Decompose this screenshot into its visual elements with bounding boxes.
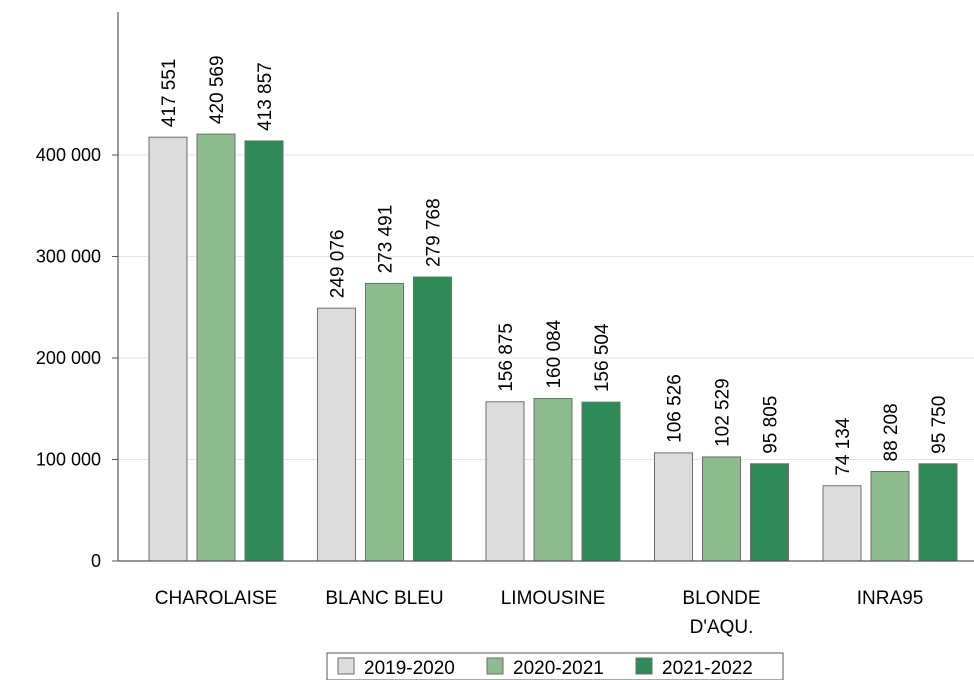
bar-value-label: 417 551 <box>159 58 180 127</box>
bar-value-label: 156 504 <box>592 323 613 392</box>
legend: 2019-2020 2020-2021 2021-2022 <box>326 652 784 680</box>
bar-value-label: 279 768 <box>424 198 445 267</box>
axes <box>117 12 974 562</box>
bar <box>581 401 621 562</box>
y-tick-label: 300 000 <box>36 247 101 267</box>
y-tick-label: 200 000 <box>36 348 101 368</box>
legend-label: 2020-2021 <box>513 658 604 679</box>
bar-value-label: 160 084 <box>544 319 565 388</box>
bar <box>485 401 525 562</box>
legend-swatch <box>635 657 653 675</box>
x-tick-label: BLANC BLEU <box>325 588 443 609</box>
legend-label: 2019-2020 <box>364 658 455 679</box>
bar-value-label: 413 857 <box>255 62 276 131</box>
bar <box>317 307 356 562</box>
bar <box>196 133 236 562</box>
bar-value-label: 102 529 <box>713 378 734 447</box>
bar <box>365 282 404 562</box>
data-labels: 417 551 420 569 413 857 249 076 273 491 279 7… <box>159 55 950 475</box>
x-tick-label: LIMOUSINE <box>501 588 606 609</box>
y-tick-label: 400 000 <box>36 145 101 165</box>
bar <box>918 463 958 562</box>
x-tick-label: BLONDE <box>682 588 760 609</box>
y-tick-label: 100 000 <box>36 450 101 470</box>
y-tick-labels: 0 100 000 200 000 300 000 400 000 <box>36 145 118 571</box>
bar-value-label: 95 805 <box>761 396 782 454</box>
bar <box>654 452 693 562</box>
bar-value-label: 88 208 <box>881 403 902 461</box>
x-tick-label: D'AQU. <box>690 617 754 638</box>
legend-box <box>326 652 784 680</box>
bar <box>870 470 910 562</box>
bar <box>750 463 789 562</box>
bar-value-label: 106 526 <box>665 374 686 443</box>
legend-swatch <box>337 657 355 675</box>
bar-value-label: 249 076 <box>328 230 349 299</box>
x-tick-label: CHAROLAISE <box>155 588 277 609</box>
bar <box>702 456 741 562</box>
bar <box>148 136 188 562</box>
x-tick-labels: CHAROLAISE BLANC BLEU LIMOUSINE BLONDE D'AQU… <box>155 588 924 638</box>
y-tick-label: 0 <box>91 551 101 571</box>
bar-value-label: 156 875 <box>496 323 517 392</box>
legend-label: 2021-2022 <box>662 658 753 679</box>
bar-value-label: 273 491 <box>376 205 397 274</box>
bar <box>244 140 284 562</box>
bar-value-label: 420 569 <box>207 55 228 124</box>
bar <box>413 276 452 562</box>
bar <box>822 485 862 562</box>
bar <box>533 398 573 562</box>
legend-swatch <box>486 657 504 675</box>
bar-value-label: 74 134 <box>833 417 854 476</box>
bar-value-label: 95 750 <box>929 396 950 454</box>
x-tick-label: INRA95 <box>857 588 924 609</box>
